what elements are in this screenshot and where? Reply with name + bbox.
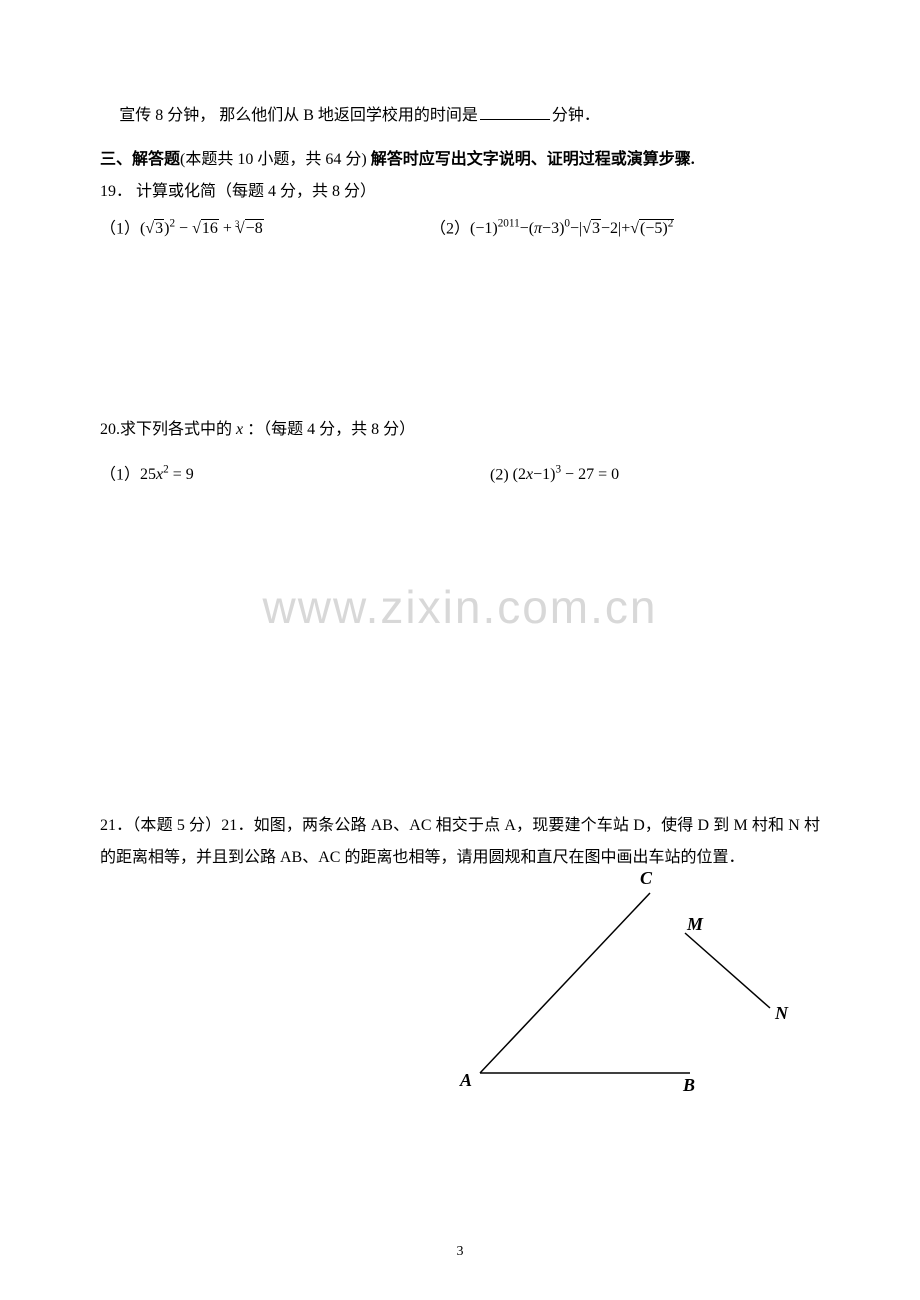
q19-part1-math: (√3)2 − √16 + 3√−8 (140, 220, 264, 237)
line-AC (480, 893, 650, 1073)
q18-suffix: 分钟． (552, 107, 600, 124)
section3-plain: (本题共 10 小题，共 64 分) (180, 151, 371, 168)
label-C: C (640, 868, 652, 889)
q19-part1: （1）(√3)2 − √16 + 3√−8 (100, 214, 430, 244)
q20-part2: (2) (2x−1)3 − 27 = 0 (430, 460, 820, 490)
q19-part2: （2）(−1)2011−(π−3)0−|√3−2|+√(−5)2 (430, 214, 820, 244)
q19-math-row: （1）(√3)2 − √16 + 3√−8 （2）(−1)2011−(π−3)0… (100, 214, 820, 244)
q20-part1-math: 25x2 = 9 (140, 466, 194, 483)
q19-heading: 19． 计算或化简（每题 4 分，共 8 分） (100, 176, 820, 208)
section3-bold2: 解答时应写出文字说明、证明过程或演算步骤. (371, 151, 695, 168)
label-A: A (460, 1070, 472, 1091)
section3-bold1: 三、解答题 (100, 151, 180, 168)
q20-part2-prefix: (2) (490, 466, 513, 483)
q21-text: 21．（本题 5 分）21．如图，两条公路 AB、AC 相交于点 A，现要建个车… (100, 810, 820, 874)
q20-part1-prefix: （1） (100, 466, 140, 483)
label-N: N (775, 1003, 788, 1024)
q20-math-row: （1）25x2 = 9 (2) (2x−1)3 − 27 = 0 (100, 460, 820, 490)
q20-part2-math: (2x−1)3 − 27 = 0 (513, 466, 619, 483)
page-number: 3 (0, 1244, 920, 1260)
section3-heading: 三、解答题(本题共 10 小题，共 64 分) 解答时应写出文字说明、证明过程或… (100, 144, 820, 176)
q20-part1: （1）25x2 = 9 (100, 460, 430, 490)
label-M: M (687, 914, 703, 935)
q21-svg (380, 878, 800, 1098)
line-MN (685, 933, 770, 1008)
q19-part2-prefix: （2） (430, 220, 470, 237)
label-B: B (683, 1075, 695, 1096)
q19-part2-math: (−1)2011−(π−3)0−|√3−2|+√(−5)2 (470, 220, 674, 237)
q19-part1-prefix: （1） (100, 220, 140, 237)
q18-prefix: 宣传 8 分钟， 那么他们从 B 地返回学校用的时间是 (119, 107, 478, 124)
q20-heading: 20.求下列各式中的 x ：（每题 4 分，共 8 分） (100, 414, 820, 446)
q21-diagram: A B C M N (380, 878, 800, 1098)
q18-partial-line: 宣传 8 分钟， 那么他们从 B 地返回学校用的时间是 分钟． (100, 100, 820, 132)
q18-blank (480, 104, 550, 120)
